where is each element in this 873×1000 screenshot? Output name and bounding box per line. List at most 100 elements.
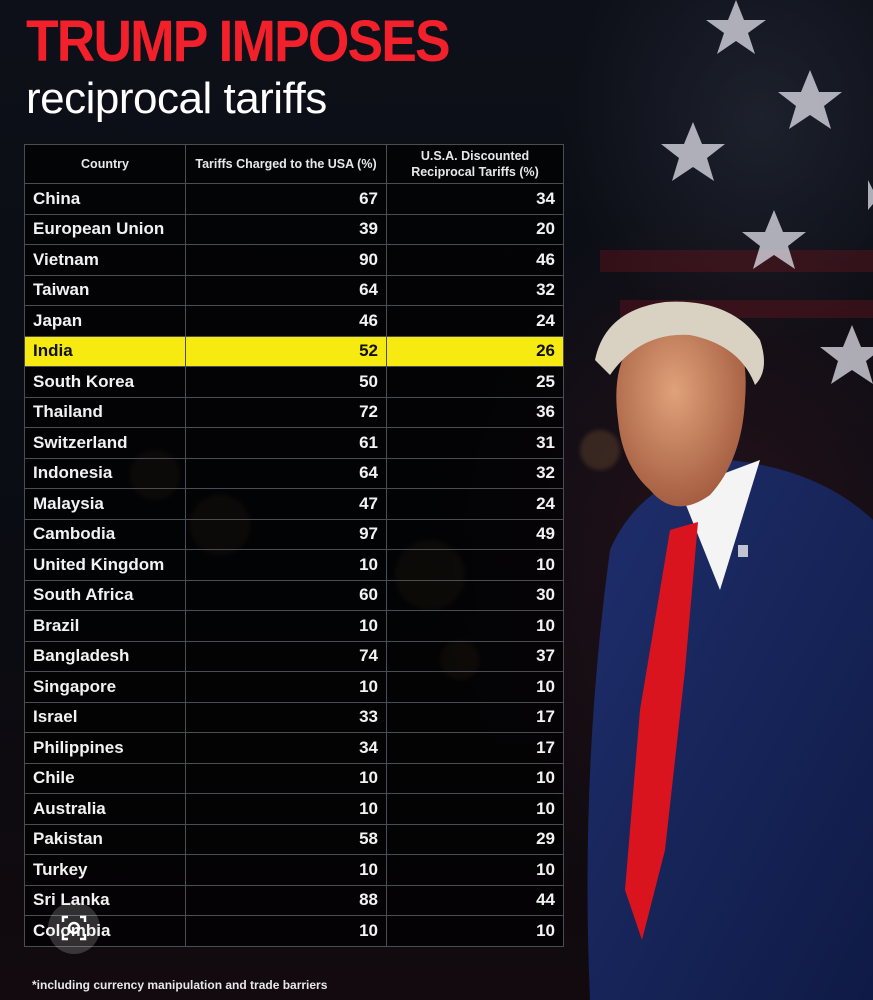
- table-row: India 52 26: [24, 335, 564, 367]
- table-row: Sri Lanka 88 44: [24, 884, 564, 916]
- table-row: Turkey 10 10: [24, 854, 564, 886]
- cell-country: South Korea: [24, 366, 186, 398]
- lens-icon: [61, 915, 87, 941]
- cell-discounted: 32: [386, 274, 564, 306]
- cell-charged: 58: [185, 823, 387, 855]
- cell-charged: 10: [185, 762, 387, 794]
- red-tie: [625, 522, 698, 940]
- star-icon: [706, 0, 766, 54]
- headline-title: TRUMP IMPOSES: [26, 9, 451, 74]
- cell-charged: 52: [185, 335, 387, 367]
- cell-discounted: 46: [386, 244, 564, 276]
- cell-charged: 10: [185, 915, 387, 947]
- cell-country: Japan: [24, 305, 186, 337]
- cell-country: Malaysia: [24, 488, 186, 520]
- table-header-row: Country Tariffs Charged to the USA (%) U…: [24, 144, 564, 184]
- table-row: Philippines 34 17: [24, 732, 564, 764]
- cell-discounted: 10: [386, 549, 564, 581]
- cell-charged: 50: [185, 366, 387, 398]
- portrait-figure: [587, 301, 873, 1000]
- cell-country: China: [24, 183, 186, 215]
- cell-discounted: 10: [386, 610, 564, 642]
- cell-country: Cambodia: [24, 518, 186, 550]
- headline-subtitle: reciprocal tariffs: [26, 74, 327, 123]
- cell-charged: 67: [185, 183, 387, 215]
- cell-discounted: 49: [386, 518, 564, 550]
- column-header-discounted: U.S.A. Discounted Reciprocal Tariffs (%): [386, 144, 564, 184]
- tariff-table: Country Tariffs Charged to the USA (%) U…: [24, 144, 564, 947]
- flag-stripe: [600, 250, 873, 272]
- cell-discounted: 10: [386, 854, 564, 886]
- cell-charged: 74: [185, 640, 387, 672]
- star-icon: [661, 122, 725, 181]
- cell-charged: 90: [185, 244, 387, 276]
- bokeh-light: [580, 430, 620, 470]
- table-row: South Korea 50 25: [24, 366, 564, 398]
- cell-discounted: 10: [386, 671, 564, 703]
- cell-discounted: 24: [386, 305, 564, 337]
- cell-charged: 72: [185, 396, 387, 428]
- star-icon: [778, 70, 842, 129]
- table-row: China 67 34: [24, 183, 564, 215]
- cell-country: Pakistan: [24, 823, 186, 855]
- cell-discounted: 10: [386, 793, 564, 825]
- cell-country: Turkey: [24, 854, 186, 886]
- table-row: Japan 46 24: [24, 305, 564, 337]
- cell-charged: 46: [185, 305, 387, 337]
- footnote: *including currency manipulation and tra…: [32, 978, 328, 992]
- table-row: Israel 33 17: [24, 701, 564, 733]
- cell-discounted: 44: [386, 884, 564, 916]
- cell-charged: 10: [185, 854, 387, 886]
- cell-discounted: 17: [386, 701, 564, 733]
- table-row: European Union 39 20: [24, 213, 564, 245]
- table-row: Switzerland 61 31: [24, 427, 564, 459]
- table-row: Taiwan 64 32: [24, 274, 564, 306]
- cell-discounted: 36: [386, 396, 564, 428]
- table-row: Australia 10 10: [24, 793, 564, 825]
- cell-country: Taiwan: [24, 274, 186, 306]
- star-icon: [742, 210, 806, 269]
- cell-charged: 10: [185, 671, 387, 703]
- cell-charged: 64: [185, 457, 387, 489]
- cell-discounted: 30: [386, 579, 564, 611]
- image-search-icon[interactable]: [40, 900, 108, 956]
- cell-discounted: 29: [386, 823, 564, 855]
- star-icon: [820, 325, 873, 384]
- column-header-country: Country: [24, 144, 186, 184]
- cell-country: Switzerland: [24, 427, 186, 459]
- cell-country: Israel: [24, 701, 186, 733]
- cell-charged: 60: [185, 579, 387, 611]
- cell-country: Thailand: [24, 396, 186, 428]
- flag-stars: [661, 0, 873, 384]
- cell-charged: 88: [185, 884, 387, 916]
- cell-country: Singapore: [24, 671, 186, 703]
- cell-charged: 61: [185, 427, 387, 459]
- star-icon: [868, 180, 873, 210]
- cell-discounted: 31: [386, 427, 564, 459]
- face: [616, 315, 746, 507]
- column-header-charged: Tariffs Charged to the USA (%): [185, 144, 387, 184]
- cell-charged: 39: [185, 213, 387, 245]
- cell-discounted: 25: [386, 366, 564, 398]
- cell-country: European Union: [24, 213, 186, 245]
- cell-country: Australia: [24, 793, 186, 825]
- cell-discounted: 24: [386, 488, 564, 520]
- table-row: Colombia 10 10: [24, 915, 564, 947]
- cell-discounted: 26: [386, 335, 564, 367]
- table-row: Indonesia 64 32: [24, 457, 564, 489]
- cell-country: Bangladesh: [24, 640, 186, 672]
- cell-country: India: [24, 335, 186, 367]
- table-row: Chile 10 10: [24, 762, 564, 794]
- icon-ring: [48, 902, 100, 954]
- cell-charged: 10: [185, 549, 387, 581]
- cell-country: United Kingdom: [24, 549, 186, 581]
- cell-country: Sri Lanka: [24, 884, 186, 916]
- cell-country: Philippines: [24, 732, 186, 764]
- cell-charged: 47: [185, 488, 387, 520]
- table-row: United Kingdom 10 10: [24, 549, 564, 581]
- lapel-pin: [738, 545, 748, 557]
- table-row: Bangladesh 74 37: [24, 640, 564, 672]
- cell-country: Indonesia: [24, 457, 186, 489]
- cell-country: Brazil: [24, 610, 186, 642]
- cell-country: Colombia: [24, 915, 186, 947]
